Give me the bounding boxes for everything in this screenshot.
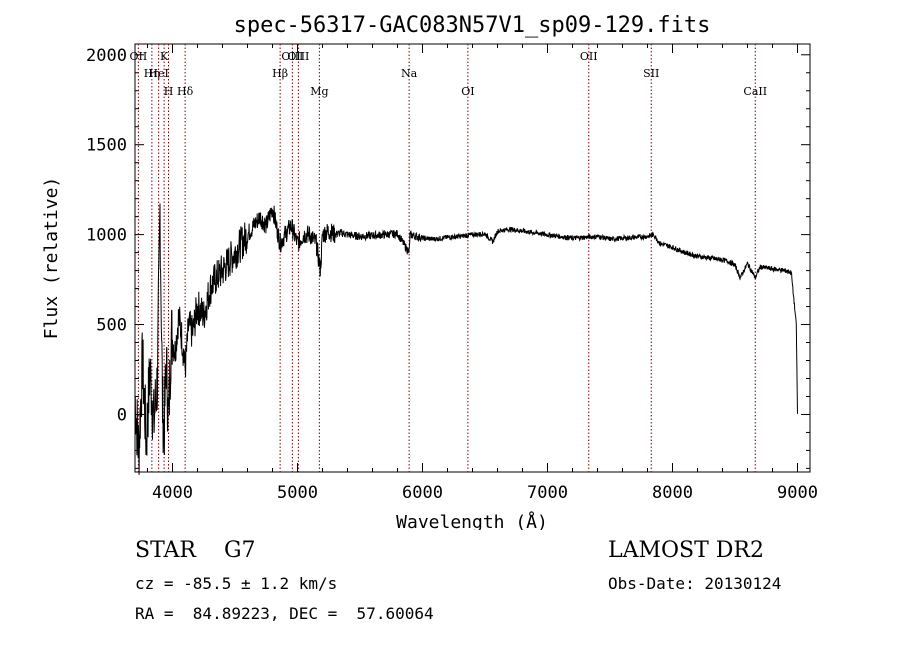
obs-date: Obs-Date: 20130124	[608, 574, 782, 593]
x-axis-label: Wavelength (Å)	[396, 511, 548, 530]
line-marker-label: OII	[130, 50, 148, 63]
spectrum-line	[134, 203, 798, 475]
y-tick-label: 0	[117, 405, 127, 425]
line-marker-label: OII	[580, 50, 598, 63]
line-markers: OII Hη H K HeI Hδ OIII Hβ Mg OIII Na OI OII SII CaII	[130, 44, 767, 472]
line-marker-label: CaII	[743, 85, 767, 98]
series-layer	[134, 203, 798, 475]
x-tick-label: 4000	[152, 483, 193, 503]
line-marker-label: Hβ	[272, 67, 288, 80]
line-marker-label: SII	[643, 67, 659, 80]
line-marker-label: H	[164, 85, 174, 98]
y-tick-label: 1500	[86, 136, 127, 156]
y-tick-label: 500	[96, 316, 127, 336]
chart-title: spec-56317-GAC083N57V1_sp09-129.fits	[234, 13, 711, 38]
line-marker-label: OI	[461, 85, 474, 98]
survey-name: LAMOST DR2	[608, 538, 764, 563]
line-marker-label: Hη	[144, 67, 160, 80]
ra-dec: RA = 84.89223, DEC = 57.60064	[135, 604, 434, 623]
line-marker-label: K	[160, 50, 169, 63]
x-tick-label: 5000	[277, 483, 318, 503]
line-marker-label: Na	[401, 67, 418, 80]
y-tick-label: 2000	[86, 46, 127, 66]
object-class: STAR G7	[135, 538, 256, 563]
x-tick-label: 6000	[402, 483, 443, 503]
line-marker-label: HeI	[148, 67, 168, 80]
line-marker-label: OIII	[281, 50, 303, 63]
y-tick-label: 1000	[86, 226, 127, 246]
axis-ticks: 4000 5000 6000 7000 8000 9000 0 500 1000 1500 2000	[86, 44, 818, 503]
line-marker-label: Mg	[310, 85, 328, 98]
x-tick-label: 7000	[527, 483, 568, 503]
line-marker-label: Hδ	[177, 85, 194, 98]
x-tick-label: 9000	[777, 483, 818, 503]
y-axis-label: Flux (relative)	[41, 177, 62, 340]
x-tick-label: 8000	[652, 483, 693, 503]
spectrum-chart: spec-56317-GAC083N57V1_sp09-129.fits 400…	[41, 13, 818, 530]
line-marker-label: OIII	[287, 50, 309, 63]
redshift-cz: cz = -85.5 ± 1.2 km/s	[135, 574, 338, 593]
